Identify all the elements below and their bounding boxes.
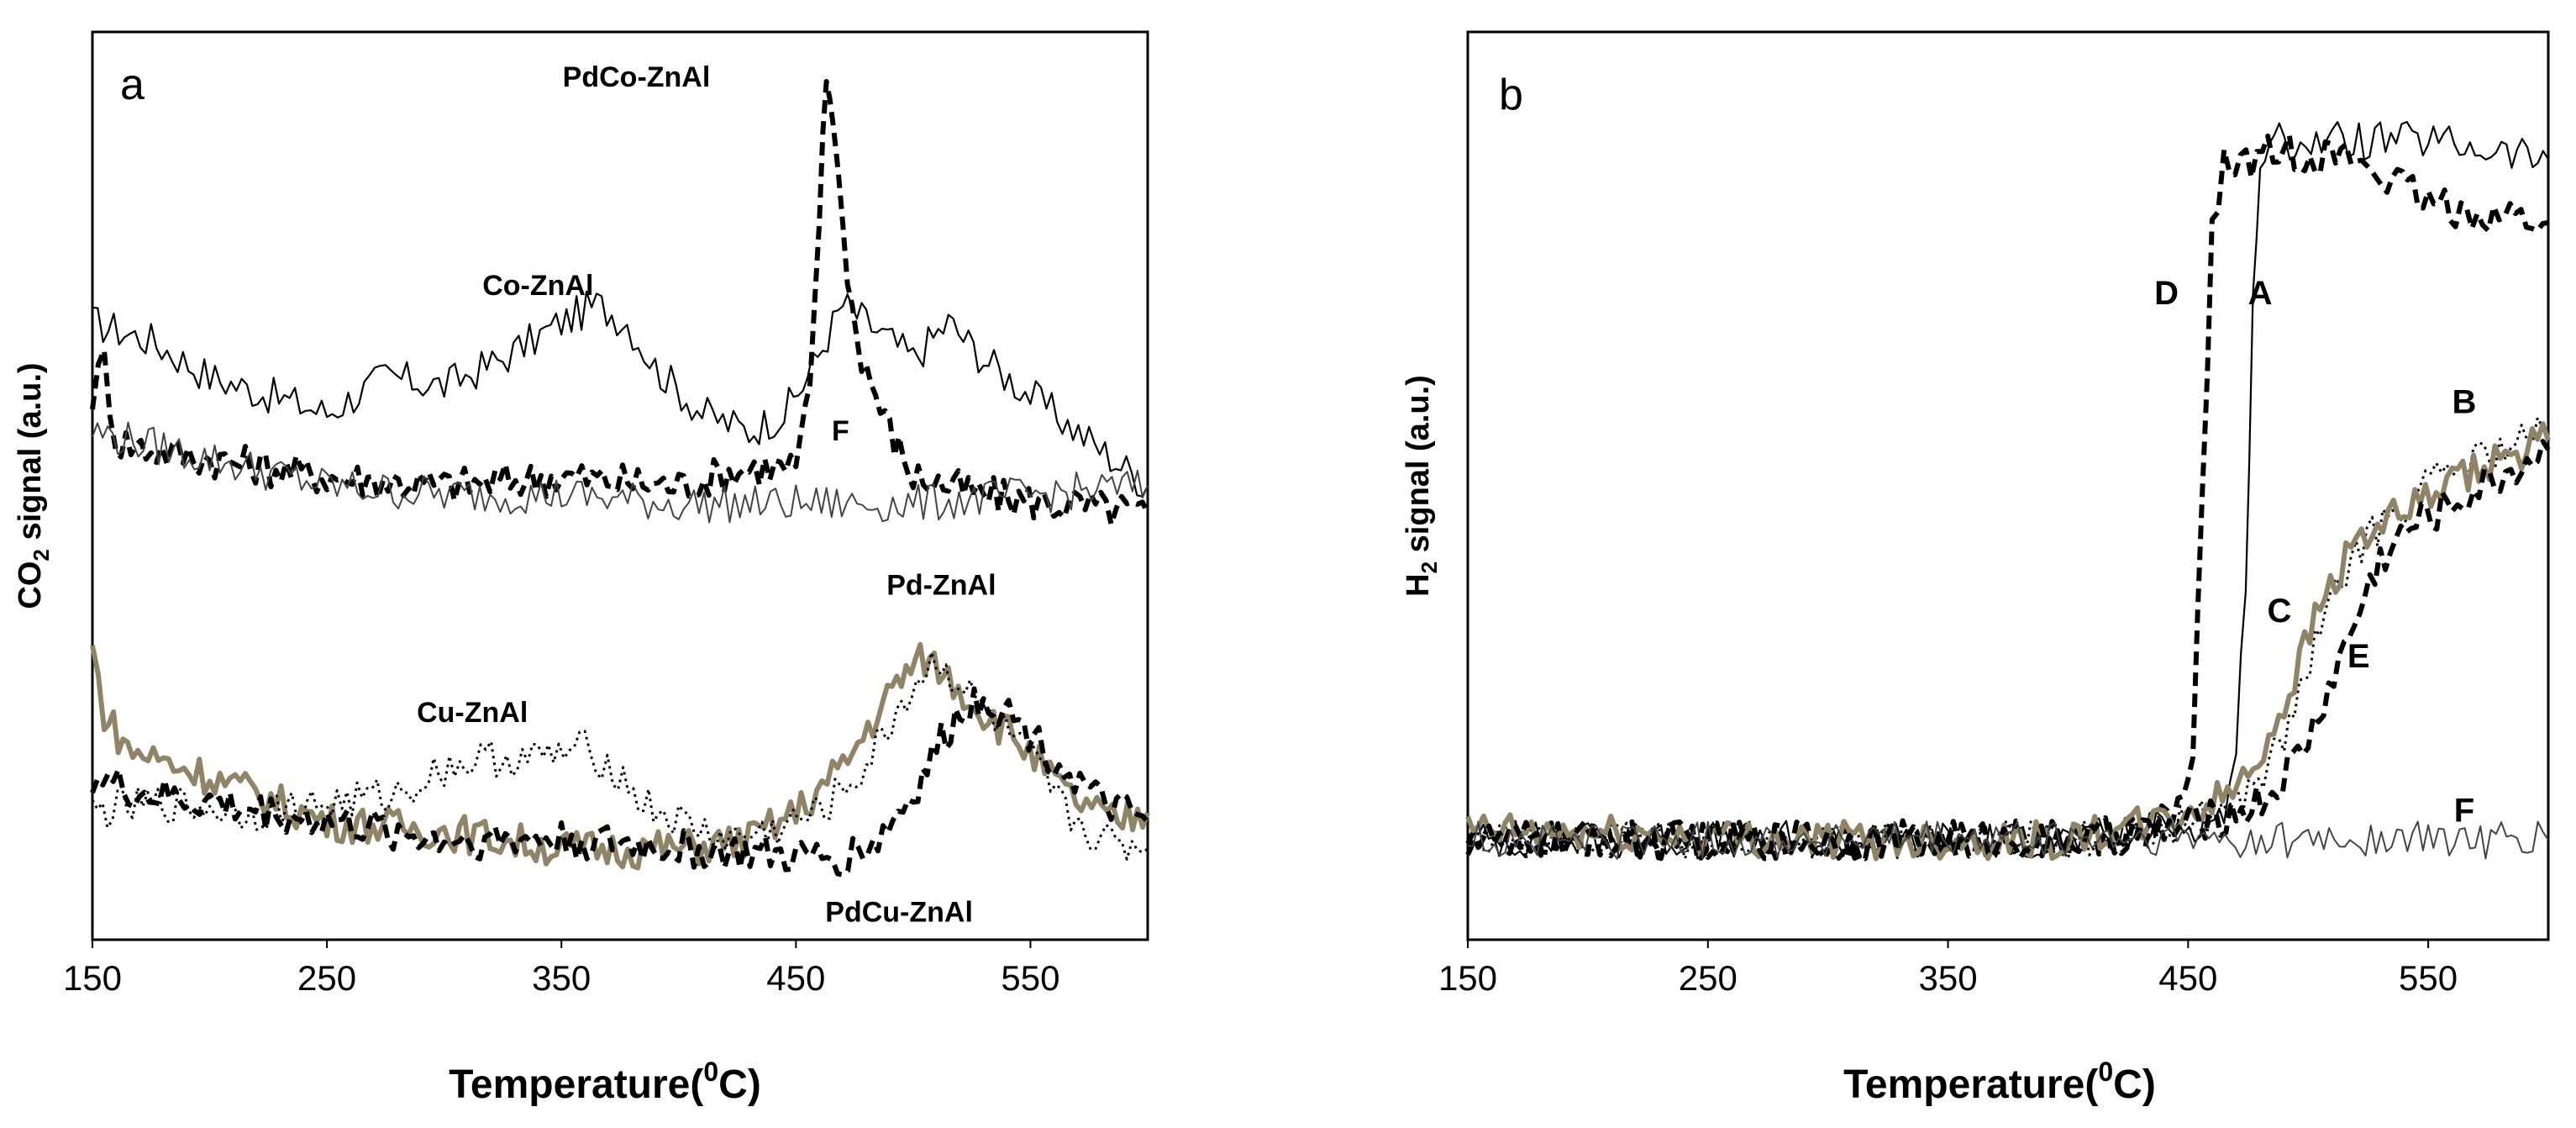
annotation-f: F <box>832 415 849 447</box>
annotation-pdcu-znal: PdCu-ZnAl <box>825 896 973 928</box>
x-axis-label-a: Temperature(0C) <box>449 1057 761 1107</box>
x-tick-label: 250 <box>297 958 356 998</box>
annotation-b: B <box>2452 384 2477 421</box>
annotation-pdco-znal: PdCo-ZnAl <box>563 61 711 93</box>
x-tick-label: 350 <box>532 958 591 998</box>
annotation-c: C <box>2267 593 2291 630</box>
annotation-d: D <box>2154 275 2179 312</box>
annotation-pd-znal: Pd-ZnAl <box>886 570 996 602</box>
panel-letter-b: b <box>1499 71 1523 119</box>
x-tick-label: 250 <box>1679 958 1737 998</box>
x-tick-label: 350 <box>1919 958 1978 998</box>
panel-letter-a: a <box>120 61 145 109</box>
panel-a: PdCo-ZnAl Co-ZnAl F Pd-ZnAl Cu-ZnAl PdCu-ZnAl… <box>13 30 1150 1107</box>
annotation-a: A <box>2248 275 2273 312</box>
x-tick-label: 150 <box>1438 958 1497 998</box>
y-axis-label-b: H2 signal (a.u.) <box>1401 375 1442 597</box>
series-f-line <box>92 421 1149 524</box>
x-tick-label: 550 <box>1001 958 1059 998</box>
plot-frame-b <box>1466 30 2550 941</box>
series-co-znal-line <box>92 290 1149 498</box>
x-tick-label: 550 <box>2399 958 2458 998</box>
annotation-f: F <box>2454 793 2474 830</box>
annotation-co-znal: Co-ZnAl <box>482 270 593 302</box>
y-axis-label-a: CO2 signal (a.u.) <box>13 362 54 609</box>
annotation-cu-znal: Cu-ZnAl <box>417 697 528 729</box>
series-pdco-znal-line <box>90 79 1150 528</box>
x-tick-label: 450 <box>766 958 825 998</box>
series-pdcu-znal-line <box>90 686 1150 878</box>
panel-b: D A B C E F 150 250 350 450 550 b Temperature(0C)… <box>1401 30 2551 1107</box>
x-tick-label: 150 <box>63 958 122 998</box>
annotation-e: E <box>2347 638 2370 675</box>
x-tick-label: 450 <box>2158 958 2217 998</box>
series-c-line <box>1465 421 2551 862</box>
series-f-line <box>1467 820 2549 860</box>
x-axis-label-b: Temperature(0C) <box>1843 1057 2156 1107</box>
series-e-line <box>1465 439 2551 862</box>
